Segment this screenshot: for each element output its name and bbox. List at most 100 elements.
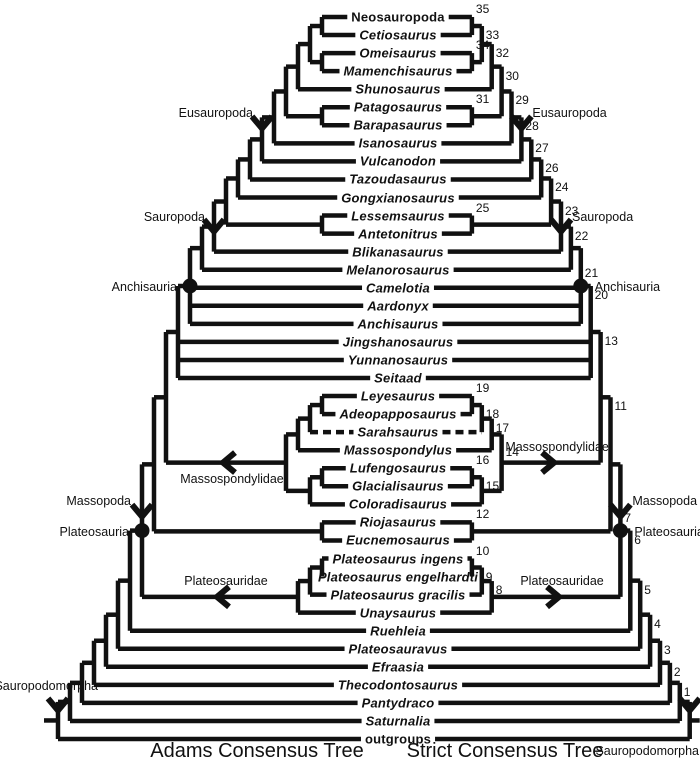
node-number: 31 xyxy=(475,92,490,107)
taxon-label: Saturnalia xyxy=(365,713,431,729)
clade-label-massopoda: Massopoda xyxy=(632,493,698,508)
taxon-label: Massospondylus xyxy=(343,442,453,458)
clade-label-sauropoda: Sauropoda xyxy=(143,209,205,224)
taxon-label: Jingshanosaurus xyxy=(342,334,454,350)
right-tree-title: Strict Consensus Tree xyxy=(406,740,604,762)
node-number: 4 xyxy=(654,616,661,631)
node-number: 5 xyxy=(644,582,651,597)
node-number: 15 xyxy=(485,479,500,494)
taxon-label: Plateosaurus gracilis xyxy=(330,587,466,603)
taxon-label: Camelotia xyxy=(366,280,430,296)
taxon-label: Coloradisaurus xyxy=(348,496,448,512)
taxon-label: Glacialisaurus xyxy=(352,478,444,494)
node-number: 9 xyxy=(485,569,493,584)
left-tree-title: Adams Consensus Tree xyxy=(150,740,364,762)
node-number: 27 xyxy=(535,141,549,156)
node-number: 3 xyxy=(664,642,671,657)
node-number: 29 xyxy=(515,93,529,108)
node-number: 17 xyxy=(495,420,510,435)
taxon-label: Lessemsaurus xyxy=(351,208,445,224)
node-number: 1 xyxy=(683,684,691,699)
taxon-label: Gongxianosaurus xyxy=(341,190,455,205)
clade-label-anchisauria: Anchisauria xyxy=(111,279,177,294)
taxon-label: Thecodontosaurus xyxy=(337,677,459,693)
node-number: 12 xyxy=(475,507,490,522)
taxon-label: Patagosaurus xyxy=(353,99,443,115)
clade-arrow-massopoda-icon xyxy=(129,502,155,522)
taxon-label: Efraasia xyxy=(371,659,425,675)
clade-arrow-plateosauridae-icon xyxy=(212,584,231,610)
taxon-label: Antetonitrus xyxy=(358,226,438,242)
taxon-label: Plateosaurus engelhardti xyxy=(317,569,479,585)
clade-arrow-massospondylidae-icon xyxy=(218,450,237,475)
taxon-label: Cetiosaurus xyxy=(359,27,437,43)
taxon-label: Lufengosaurus xyxy=(349,460,447,476)
taxon-label: Omeisaurus xyxy=(359,45,437,61)
node-number: 25 xyxy=(475,200,490,215)
node-number: 35 xyxy=(475,2,490,16)
node-number: 16 xyxy=(475,453,490,468)
node-number: 34 xyxy=(475,38,490,53)
taxon-label: Eucnemosaurus xyxy=(346,532,450,548)
taxon-label: Seitaad xyxy=(374,370,422,386)
node-number: 24 xyxy=(555,180,569,195)
taxon-label: Adeopapposaurus xyxy=(339,406,457,422)
taxon-label: Tazoudasaurus xyxy=(349,171,447,187)
clade-label-anchisauria: Anchisauria xyxy=(594,279,661,294)
node-number: 7 xyxy=(624,510,632,525)
clade-label-sauropodomorpha: Sauropodomorpha xyxy=(0,678,98,693)
taxon-label: Isanosaurus xyxy=(358,135,438,151)
clade-label-sauropoda: Sauropoda xyxy=(572,209,634,224)
node-number: 22 xyxy=(574,228,589,243)
node-number: 8 xyxy=(495,583,503,598)
clade-arrow-sauropoda-icon xyxy=(548,217,574,237)
node-number: 10 xyxy=(475,543,490,558)
clade-label-sauropodomorpha: Sauropodomorpha xyxy=(595,743,699,758)
clade-arrow-massopoda-icon xyxy=(608,502,633,522)
taxon-label: outgroups xyxy=(364,731,432,747)
taxon-label: Plateosauravus xyxy=(348,641,448,657)
clade-label-massospondylidae: Massospondylidae xyxy=(505,439,609,454)
node-circle-plateosauria xyxy=(134,523,150,539)
node-number: 6 xyxy=(634,532,641,547)
clade-label-plateosauridae: Plateosauridae xyxy=(520,573,604,588)
node-number: 2 xyxy=(673,664,681,679)
taxon-label: Yunnanosaurus xyxy=(347,352,449,368)
node-number: 13 xyxy=(604,333,618,348)
node-circle-anchisauria xyxy=(182,278,198,294)
taxon-label: Plateosaurus ingens xyxy=(332,551,464,566)
clade-label-plateosauridae: Plateosauridae xyxy=(184,573,268,588)
node-number: 21 xyxy=(584,265,599,280)
node-number: 19 xyxy=(475,381,490,396)
taxon-label: Blikanasaurus xyxy=(352,244,444,260)
clade-label-eusauropoda: Eusauropoda xyxy=(532,106,607,121)
taxon-label: Ruehleia xyxy=(370,623,426,639)
clade-arrow-eusauropoda-icon xyxy=(509,114,534,134)
clade-label-eusauropoda: Eusauropoda xyxy=(178,106,253,121)
node-number: 30 xyxy=(505,68,519,83)
taxon-label: Shunosaurus xyxy=(355,81,441,97)
node-number: 33 xyxy=(485,28,500,43)
clade-arrow-sauropodomorpha-icon xyxy=(677,696,700,716)
clade-label-plateosauria: Plateosauria xyxy=(634,524,700,539)
node-circle-plateosauria xyxy=(612,523,628,539)
clade-arrow-massospondylidae-icon xyxy=(540,450,559,475)
node-number: 20 xyxy=(594,287,609,302)
clade-arrow-plateosauridae-icon xyxy=(545,584,564,610)
node-number: 28 xyxy=(525,119,539,134)
node-circle-anchisauria xyxy=(573,278,589,294)
taxon-label: Unaysaurus xyxy=(359,605,437,621)
node-number: 23 xyxy=(565,203,579,218)
node-number: 26 xyxy=(545,161,559,176)
node-number: 14 xyxy=(505,445,519,460)
taxon-label: Anchisaurus xyxy=(357,316,439,332)
taxon-label: Pantydraco xyxy=(361,695,435,711)
taxon-label: Sarahsaurus xyxy=(357,424,439,440)
taxon-label: Vulcanodon xyxy=(359,153,437,169)
taxon-label: Mamenchisaurus xyxy=(343,63,453,79)
node-number: 18 xyxy=(485,407,500,422)
node-number: 32 xyxy=(495,46,510,61)
clade-arrow-eusauropoda-icon xyxy=(249,114,275,134)
